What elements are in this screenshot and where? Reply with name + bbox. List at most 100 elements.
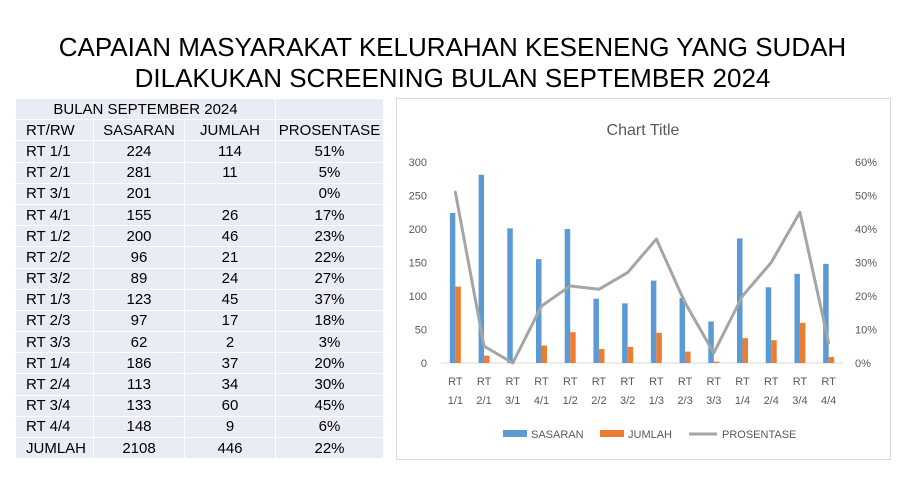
column-header-3: PROSENTASE (275, 119, 384, 142)
y-left-tick-label: 0 (421, 358, 427, 370)
legend-marker-sasaran (503, 430, 527, 437)
table-cell: 155 (93, 204, 185, 227)
table-cell: RT 3/1 (16, 183, 94, 205)
x-tick-label-top: RT (592, 376, 607, 388)
y-right-tick-label: 0% (855, 358, 871, 370)
table-cell: RT 2/3 (16, 310, 94, 333)
x-tick-label-top: RT (707, 376, 722, 388)
total-cell: 22% (275, 437, 384, 460)
total-cell: JUMLAH (16, 437, 94, 460)
table-row: RT 4/1 155 26 17% (16, 204, 384, 227)
x-tick-label-top: RT (620, 376, 635, 388)
table-cell: 2 (184, 331, 276, 354)
table-month-header-row: BULAN SEPTEMBER 2024 (16, 99, 384, 121)
table-cell: 46 (184, 225, 276, 248)
bar-sasaran-4 (564, 229, 571, 363)
table-row: RT 1/1 224 114 51% (16, 140, 384, 163)
legend-label-jumlah: JUMLAH (628, 429, 672, 441)
table-total-row: JUMLAH 2108 446 22% (16, 437, 384, 460)
page-title-line-1: CAPAIAN MASYARAKAT KELURAHAN KESENENG YA… (58, 32, 847, 62)
table-cell: 133 (93, 395, 185, 417)
table-cell: 97 (93, 310, 185, 333)
x-tick-label-bottom: 1/3 (649, 395, 664, 407)
bar-jumlah-0 (455, 286, 461, 363)
bar-jumlah-3 (541, 345, 547, 363)
bar-jumlah-12 (799, 322, 806, 363)
table-cell: 113 (93, 373, 185, 396)
table-cell: 37% (275, 289, 384, 311)
x-tick-label-top: RT (764, 376, 779, 388)
table-cell: RT 3/4 (16, 395, 94, 417)
table-cell: 123 (93, 289, 185, 311)
x-tick-label-bottom: 1/1 (448, 395, 463, 407)
table-cell: 20% (275, 352, 384, 375)
table-cell: RT 1/4 (16, 352, 94, 375)
table-cell: 60 (184, 395, 276, 417)
bar-jumlah-5 (598, 348, 605, 363)
table-cell: RT 3/2 (16, 268, 94, 290)
table-row: RT 2/2 96 21 22% (16, 246, 384, 269)
table-row: RT 1/2 200 46 23% (16, 225, 384, 248)
table-row: RT 2/4 113 34 30% (16, 373, 384, 396)
y-left-tick-label: 100 (409, 291, 427, 303)
table-cell: 30% (275, 373, 384, 396)
table-cell: RT 2/2 (16, 246, 94, 269)
table-cell: 96 (93, 246, 185, 269)
table-row: RT 1/3 123 45 37% (16, 289, 384, 311)
x-tick-label-bottom: 2/1 (476, 395, 491, 407)
bar-sasaran-12 (794, 273, 800, 363)
table-cell: RT 2/4 (16, 373, 94, 396)
table-cell: 45 (184, 289, 276, 311)
x-tick-label-bottom: 3/3 (706, 395, 721, 407)
y-right-tick-label: 60% (855, 157, 877, 169)
bar-jumlah-10 (742, 338, 748, 363)
x-tick-label-bottom: 3/2 (620, 395, 635, 407)
table-cell: 186 (93, 352, 185, 375)
chart-panel: Chart Title 0 50 100 150 200 250 300 0% 10% 20% 30%… (396, 98, 891, 460)
y-right-tick-label: 20% (855, 291, 877, 303)
y-right-tick-label: 10% (855, 325, 877, 337)
bar-sasaran-9 (708, 321, 714, 363)
table-cell: RT 4/1 (16, 204, 94, 227)
bar-sasaran-6 (622, 303, 628, 363)
table-cell: 89 (93, 268, 185, 290)
y-left-tick-label: 250 (409, 191, 427, 203)
table-cell: RT 1/2 (16, 225, 94, 248)
table-cell: 18% (275, 310, 384, 333)
x-tick-label-top: RT (735, 376, 750, 388)
table-cell: 51% (275, 140, 384, 163)
bar-jumlah-11 (771, 340, 777, 363)
table-cell: 3% (275, 331, 384, 354)
column-header-2: JUMLAH (184, 119, 276, 142)
table-cell: 114 (184, 140, 276, 163)
x-tick-label-top: RT (649, 376, 664, 388)
column-header-1: SASARAN (93, 119, 185, 142)
table-row: RT 3/1 201 0% (16, 183, 384, 205)
x-tick-label-bottom: 4/4 (821, 395, 836, 407)
table-cell: 26 (184, 204, 276, 227)
y-right-tick-label: 30% (855, 258, 877, 270)
bar-sasaran-5 (593, 298, 599, 363)
x-tick-label-bottom: 3/4 (792, 395, 807, 407)
x-tick-label-top: RT (477, 376, 492, 388)
x-tick-label-bottom: 2/4 (764, 395, 779, 407)
month-header: BULAN SEPTEMBER 2024 (16, 99, 276, 121)
bar-sasaran-8 (679, 298, 686, 363)
table-cell: 62 (93, 331, 185, 354)
table-cell: 11 (184, 162, 276, 184)
table-cell: RT 2/1 (16, 162, 94, 184)
table-cell: 0% (275, 183, 384, 205)
combo-chart: Chart Title 0 50 100 150 200 250 300 0% 10% 20% 30%… (409, 122, 878, 441)
x-tick-label-top: RT (448, 376, 463, 388)
legend-marker-jumlah (600, 430, 624, 437)
y-right-tick-label: 50% (855, 191, 877, 203)
table-row: RT 3/4 133 60 45% (16, 395, 384, 417)
table-cell: 281 (93, 162, 185, 184)
legend-label-sasaran: SASARAN (531, 429, 584, 441)
chart-title: Chart Title (607, 122, 680, 139)
y-right-tick-label: 40% (855, 224, 877, 236)
table-cell: RT 1/3 (16, 289, 94, 311)
data-table: BULAN SEPTEMBER 2024 RT/RW SASARAN JUMLAH PR… (16, 99, 384, 460)
x-tick-label-bottom: 1/2 (563, 395, 578, 407)
table-cell: 34 (184, 373, 276, 396)
